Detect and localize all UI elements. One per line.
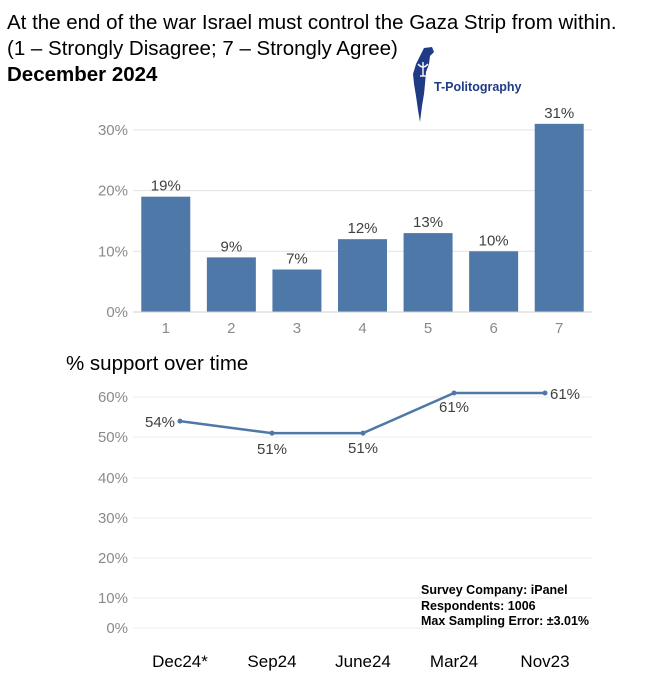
line-value-label: 54% xyxy=(145,414,175,431)
bar-x-tick-label: 4 xyxy=(358,320,366,337)
line-point xyxy=(360,430,366,436)
israel-map-icon xyxy=(413,47,434,122)
line-y-tick-label: 10% xyxy=(98,590,128,607)
logo-text: T-Politography xyxy=(434,80,522,94)
line-value-label: 61% xyxy=(439,399,469,416)
chart-title: At the end of the war Israel must contro… xyxy=(7,11,617,34)
line-y-tick-label: 30% xyxy=(98,510,128,527)
survey-info: Survey Company: iPanel Respondents: 1006… xyxy=(421,583,589,630)
line-value-label: 61% xyxy=(550,386,580,403)
bar-value-label: 12% xyxy=(347,220,377,237)
line-point xyxy=(269,430,275,436)
bar-value-label: 19% xyxy=(151,178,181,195)
survey-date: December 2024 xyxy=(7,63,158,86)
line-x-tick-label: Nov23 xyxy=(520,652,569,671)
bar-x-tick-label: 5 xyxy=(424,320,432,337)
bar-x-tick-label: 7 xyxy=(555,320,563,337)
line-y-tick-label: 40% xyxy=(98,470,128,487)
line-y-tick-label: 60% xyxy=(98,389,128,406)
line-value-label: 51% xyxy=(257,441,287,458)
bar-value-label: 31% xyxy=(544,105,574,122)
line-point xyxy=(451,390,457,396)
bar-x-tick-label: 3 xyxy=(293,320,301,337)
line-x-tick-label: June24 xyxy=(335,652,391,671)
bar-value-label: 13% xyxy=(413,214,443,231)
bar-x-tick-label: 6 xyxy=(489,320,497,337)
bar xyxy=(534,123,584,312)
line-chart-title: % support over time xyxy=(66,352,249,375)
line-x-tick-label: Sep24 xyxy=(247,652,296,671)
bar-x-tick-label: 2 xyxy=(227,320,235,337)
support-line xyxy=(179,391,545,435)
line-point xyxy=(542,390,548,396)
bar-value-label: 10% xyxy=(479,232,509,249)
bar xyxy=(338,239,387,312)
line-value-label: 51% xyxy=(348,440,378,457)
bar-value-label: 9% xyxy=(221,238,243,255)
bar xyxy=(403,233,453,312)
line-y-tick-label: 0% xyxy=(106,620,128,637)
bar-y-tick-label: 30% xyxy=(98,122,128,139)
sampling-error: Max Sampling Error: ±3.01% xyxy=(421,614,590,628)
bar xyxy=(469,251,519,312)
bar-y-tick-label: 20% xyxy=(98,183,128,200)
bar xyxy=(272,269,322,312)
bar-value-label: 7% xyxy=(286,251,308,268)
t-politography-logo xyxy=(410,46,530,126)
line-point xyxy=(177,418,183,424)
bar xyxy=(206,257,256,312)
scale-description: (1 – Strongly Disagree; 7 – Strongly Agr… xyxy=(7,37,398,60)
line-y-tick-label: 50% xyxy=(98,429,128,446)
line-x-tick-label: Mar24 xyxy=(430,652,478,671)
bar xyxy=(141,196,191,312)
bar-x-tick-label: 1 xyxy=(162,320,170,337)
line-y-tick-label: 20% xyxy=(98,550,128,567)
respondents-count: Respondents: 1006 xyxy=(421,598,536,613)
bar-y-tick-label: 0% xyxy=(106,304,128,321)
survey-company: Survey Company: iPanel xyxy=(421,583,568,597)
line-x-tick-label: Dec24* xyxy=(152,652,208,671)
bar-y-tick-label: 10% xyxy=(98,243,128,260)
